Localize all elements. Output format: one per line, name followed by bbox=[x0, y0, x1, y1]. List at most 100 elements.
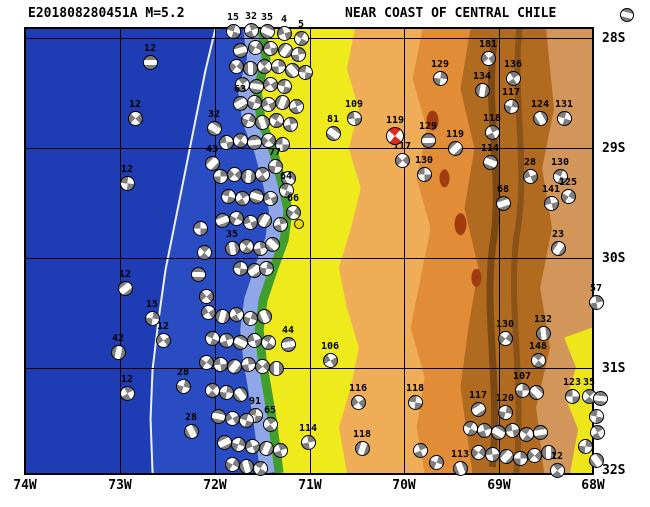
beachball-depth-label: 109 bbox=[344, 98, 364, 110]
beachball-depth-label: 131 bbox=[554, 98, 574, 110]
beachball bbox=[119, 385, 135, 401]
beachball bbox=[218, 134, 234, 150]
beachball bbox=[530, 352, 546, 368]
beachball bbox=[212, 168, 228, 184]
beachball bbox=[246, 332, 262, 348]
beachball bbox=[232, 334, 248, 350]
yellow-marker-dot bbox=[294, 219, 304, 229]
beachball bbox=[244, 438, 260, 454]
beachball bbox=[272, 216, 288, 232]
beachball-depth-label: 117 bbox=[501, 86, 521, 98]
beachball bbox=[224, 240, 240, 256]
beachball bbox=[242, 214, 258, 230]
beachball bbox=[228, 58, 244, 74]
beachball-depth-label: 35 bbox=[260, 11, 274, 23]
grid-line-horizontal bbox=[26, 148, 592, 149]
event-id: E201808280451A bbox=[28, 6, 138, 21]
beachball-depth-label: 129 bbox=[430, 58, 450, 70]
beachball bbox=[428, 454, 444, 470]
beachball bbox=[242, 310, 258, 326]
beachball-depth-label: 119 bbox=[385, 115, 405, 126]
beachball bbox=[282, 116, 298, 132]
grid-line-horizontal bbox=[26, 258, 592, 259]
beachball bbox=[280, 336, 296, 352]
beachball bbox=[247, 39, 263, 55]
beachball bbox=[230, 436, 246, 452]
beachball bbox=[204, 155, 220, 171]
beachball bbox=[532, 110, 548, 126]
beachball bbox=[260, 132, 276, 148]
beachball bbox=[278, 182, 294, 198]
beachball bbox=[474, 82, 490, 98]
beachball bbox=[214, 308, 230, 324]
beachball bbox=[224, 456, 240, 472]
beachball bbox=[175, 378, 191, 394]
beachball bbox=[246, 94, 262, 110]
trench-line bbox=[149, 29, 217, 473]
beachball bbox=[462, 420, 478, 436]
beachball bbox=[300, 434, 316, 450]
beachball-depth-label: 120 bbox=[495, 392, 515, 404]
beachball bbox=[226, 358, 242, 374]
beachball bbox=[470, 444, 486, 460]
beachball bbox=[416, 166, 432, 182]
beachball-depth-label: 114 bbox=[480, 142, 500, 154]
latitude-label: 28S bbox=[602, 31, 626, 46]
beachball-depth-label: 91 bbox=[248, 395, 262, 407]
beachball bbox=[276, 25, 292, 41]
beachball bbox=[518, 426, 534, 442]
grid-line-vertical bbox=[120, 29, 121, 473]
beachball-depth-label: 44 bbox=[281, 324, 295, 336]
beachball-depth-label: 12 bbox=[120, 373, 134, 385]
beachball bbox=[505, 70, 521, 86]
beachball bbox=[127, 110, 143, 126]
beachball bbox=[259, 23, 275, 39]
beachball-depth-label: 32 bbox=[244, 10, 258, 22]
beachball-depth-label: 129 bbox=[418, 120, 438, 132]
beachball bbox=[117, 280, 133, 296]
beachball bbox=[293, 30, 309, 46]
beachball bbox=[540, 444, 556, 460]
beachball bbox=[270, 58, 286, 74]
beachball bbox=[526, 447, 542, 463]
beachball bbox=[260, 96, 276, 112]
beachball bbox=[226, 166, 242, 182]
beachball bbox=[238, 412, 254, 428]
grid-line-vertical bbox=[404, 29, 405, 473]
beachball-depth-label: 43 bbox=[205, 143, 219, 155]
beachball bbox=[290, 46, 306, 62]
beachball bbox=[214, 212, 230, 228]
beachball-depth-label: 134 bbox=[472, 70, 492, 82]
beachball bbox=[549, 462, 565, 478]
beachball bbox=[552, 168, 568, 184]
beachball bbox=[254, 358, 270, 374]
latitude-label: 31S bbox=[602, 361, 626, 376]
beachball bbox=[512, 450, 528, 466]
beachball bbox=[484, 124, 500, 140]
longitude-label: 72W bbox=[203, 478, 227, 493]
beachball bbox=[200, 304, 216, 320]
beachball bbox=[264, 236, 280, 252]
beachball bbox=[620, 8, 634, 22]
beachball-depth-label: 118 bbox=[352, 428, 372, 440]
beachball bbox=[490, 424, 506, 440]
beachball-depth-label: 12 bbox=[118, 268, 132, 280]
beachball-depth-label: 12 bbox=[143, 42, 157, 54]
beachball bbox=[198, 288, 214, 304]
beachball bbox=[258, 440, 274, 456]
beachball bbox=[220, 188, 236, 204]
beachball-depth-label: 28 bbox=[523, 156, 537, 168]
beachball bbox=[254, 114, 270, 130]
beachball bbox=[210, 408, 226, 424]
beachball bbox=[232, 42, 248, 58]
beachball bbox=[514, 382, 530, 398]
beachball bbox=[144, 310, 160, 326]
beachball bbox=[528, 384, 544, 400]
beachball bbox=[204, 330, 220, 346]
beachball-depth-label: 113 bbox=[450, 448, 470, 460]
peak-spot bbox=[454, 213, 467, 236]
beachball bbox=[274, 136, 290, 152]
beachball-depth-label: 5 bbox=[297, 18, 305, 30]
beachball bbox=[228, 306, 244, 322]
